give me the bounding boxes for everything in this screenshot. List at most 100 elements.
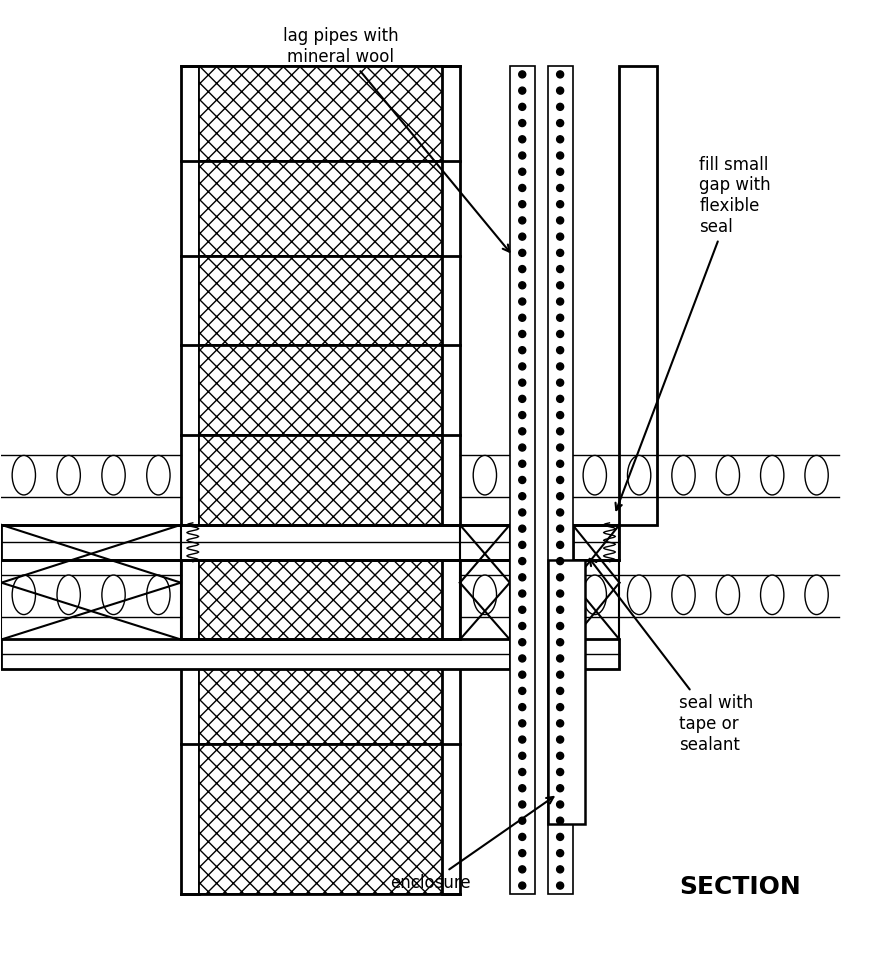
Bar	[199, 744, 442, 894]
Bar	[2, 525, 510, 560]
Circle shape	[557, 541, 564, 548]
Circle shape	[519, 639, 526, 646]
Circle shape	[519, 655, 526, 662]
Circle shape	[557, 217, 564, 223]
Circle shape	[557, 509, 564, 516]
Circle shape	[519, 574, 526, 581]
Ellipse shape	[57, 575, 80, 615]
Circle shape	[557, 314, 564, 321]
Ellipse shape	[717, 575, 740, 615]
Ellipse shape	[628, 575, 651, 615]
Circle shape	[557, 671, 564, 678]
Circle shape	[519, 168, 526, 176]
Circle shape	[557, 769, 564, 775]
Circle shape	[519, 184, 526, 191]
Circle shape	[519, 525, 526, 532]
Circle shape	[557, 119, 564, 127]
Circle shape	[519, 688, 526, 694]
Circle shape	[557, 363, 564, 370]
Circle shape	[557, 233, 564, 240]
Bar	[573, 525, 620, 560]
Ellipse shape	[805, 575, 829, 615]
Circle shape	[557, 704, 564, 711]
Circle shape	[557, 866, 564, 873]
Circle shape	[557, 801, 564, 808]
Bar	[548, 560, 584, 824]
Circle shape	[519, 720, 526, 727]
Text: enclosure: enclosure	[390, 796, 553, 892]
Circle shape	[519, 152, 526, 159]
Circle shape	[557, 87, 564, 95]
Circle shape	[557, 590, 564, 597]
Circle shape	[519, 834, 526, 840]
Ellipse shape	[12, 456, 36, 495]
Bar	[442, 66, 460, 894]
Bar	[199, 256, 442, 346]
Bar	[620, 66, 657, 525]
Circle shape	[519, 460, 526, 467]
Circle shape	[557, 850, 564, 857]
Circle shape	[519, 493, 526, 499]
Circle shape	[557, 688, 564, 694]
Circle shape	[557, 606, 564, 613]
Circle shape	[519, 249, 526, 256]
Circle shape	[519, 395, 526, 402]
Circle shape	[519, 265, 526, 272]
Ellipse shape	[583, 575, 607, 615]
Bar	[199, 346, 442, 435]
Bar	[199, 435, 442, 525]
Circle shape	[557, 282, 564, 288]
Circle shape	[519, 233, 526, 240]
Circle shape	[557, 623, 564, 629]
Circle shape	[519, 477, 526, 483]
Circle shape	[519, 753, 526, 759]
Circle shape	[557, 477, 564, 483]
Circle shape	[557, 493, 564, 499]
Circle shape	[519, 379, 526, 386]
Circle shape	[519, 87, 526, 95]
Circle shape	[519, 509, 526, 516]
Circle shape	[557, 655, 564, 662]
Circle shape	[557, 444, 564, 451]
Circle shape	[557, 736, 564, 743]
Circle shape	[519, 541, 526, 548]
Text: SECTION: SECTION	[679, 875, 801, 899]
Text: lag pipes with
mineral wool: lag pipes with mineral wool	[282, 28, 510, 252]
Circle shape	[557, 201, 564, 207]
Circle shape	[519, 850, 526, 857]
Ellipse shape	[147, 456, 170, 495]
Circle shape	[519, 217, 526, 223]
Circle shape	[557, 103, 564, 111]
Ellipse shape	[12, 575, 36, 615]
Circle shape	[519, 136, 526, 143]
Circle shape	[519, 119, 526, 127]
Circle shape	[519, 606, 526, 613]
Circle shape	[557, 136, 564, 143]
Text: seal with
tape or
sealant: seal with tape or sealant	[590, 559, 754, 754]
Circle shape	[557, 460, 564, 467]
Circle shape	[557, 330, 564, 337]
Circle shape	[519, 428, 526, 435]
Circle shape	[557, 168, 564, 176]
Circle shape	[519, 558, 526, 564]
Circle shape	[557, 249, 564, 256]
Circle shape	[557, 882, 564, 889]
Ellipse shape	[672, 575, 695, 615]
Circle shape	[519, 769, 526, 775]
Circle shape	[519, 298, 526, 305]
Circle shape	[519, 704, 526, 711]
Ellipse shape	[102, 575, 125, 615]
Bar	[199, 161, 442, 256]
Circle shape	[519, 71, 526, 78]
Ellipse shape	[473, 575, 496, 615]
Circle shape	[519, 314, 526, 321]
Circle shape	[519, 785, 526, 792]
Ellipse shape	[147, 575, 170, 615]
Ellipse shape	[760, 575, 784, 615]
Circle shape	[557, 720, 564, 727]
Circle shape	[519, 801, 526, 808]
Circle shape	[519, 330, 526, 337]
Circle shape	[519, 347, 526, 353]
Circle shape	[557, 817, 564, 824]
Bar	[2, 640, 510, 669]
